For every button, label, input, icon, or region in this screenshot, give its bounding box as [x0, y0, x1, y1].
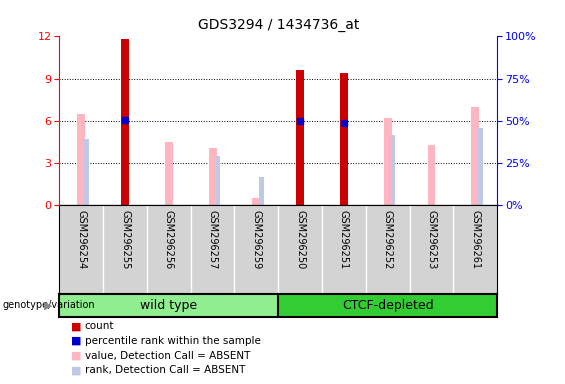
Text: GDS3294 / 1434736_at: GDS3294 / 1434736_at [198, 18, 359, 32]
Bar [253, 199, 260, 205]
Bar [390, 135, 395, 205]
Bar [215, 156, 220, 205]
Bar [340, 73, 348, 205]
Text: GSM296251: GSM296251 [339, 210, 349, 269]
Text: wild type: wild type [140, 299, 197, 312]
Text: ■: ■ [71, 336, 81, 346]
Text: GSM296257: GSM296257 [207, 210, 218, 269]
Text: GSM296252: GSM296252 [383, 210, 393, 269]
Bar [77, 114, 85, 205]
Text: ■: ■ [71, 321, 81, 331]
Bar [478, 128, 483, 205]
Bar [121, 39, 129, 205]
Text: GSM296254: GSM296254 [76, 210, 86, 269]
Text: genotype/variation: genotype/variation [3, 300, 95, 310]
Text: ▶: ▶ [44, 300, 53, 310]
Bar [279, 294, 497, 317]
Bar [84, 139, 89, 205]
Bar [384, 118, 392, 205]
Text: ■: ■ [71, 351, 81, 361]
Text: value, Detection Call = ABSENT: value, Detection Call = ABSENT [85, 351, 250, 361]
Text: CTCF-depleted: CTCF-depleted [342, 299, 433, 312]
Text: ■: ■ [71, 365, 81, 375]
Bar [296, 70, 304, 205]
Bar [208, 148, 216, 205]
Text: GSM296255: GSM296255 [120, 210, 130, 269]
Bar [428, 145, 436, 205]
Bar [165, 142, 173, 205]
Text: GSM296259: GSM296259 [251, 210, 262, 269]
Text: percentile rank within the sample: percentile rank within the sample [85, 336, 260, 346]
Text: GSM296261: GSM296261 [470, 210, 480, 269]
Text: GSM296253: GSM296253 [427, 210, 437, 269]
Text: GSM296256: GSM296256 [164, 210, 174, 269]
Text: rank, Detection Call = ABSENT: rank, Detection Call = ABSENT [85, 365, 245, 375]
Bar [59, 294, 278, 317]
Text: GSM296250: GSM296250 [295, 210, 305, 269]
Bar [259, 177, 264, 205]
Text: count: count [85, 321, 114, 331]
Bar [471, 107, 479, 205]
